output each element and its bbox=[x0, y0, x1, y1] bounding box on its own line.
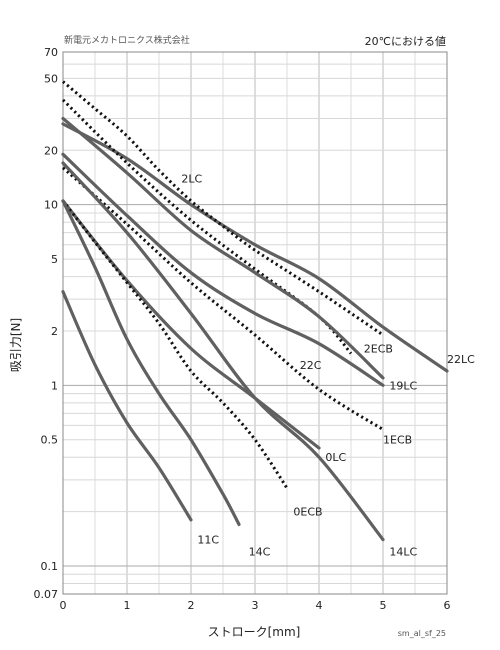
x-tick-label: 4 bbox=[316, 599, 323, 612]
series-22lc-line bbox=[61, 122, 449, 373]
y-tick-label: 1 bbox=[51, 379, 58, 392]
series-22c-label: 22C bbox=[300, 359, 322, 372]
series-11c-line bbox=[61, 290, 193, 522]
series-0ecb-line bbox=[61, 199, 289, 489]
x-tick-labels: 0 1 2 3 4 5 6 bbox=[60, 599, 451, 612]
series-14lc-line bbox=[61, 161, 385, 542]
plot-border bbox=[62, 51, 448, 595]
series-2ecb-label: 2ECB bbox=[364, 342, 393, 355]
series-14lc-label: 14LC bbox=[389, 546, 417, 559]
series-2ecb-line bbox=[61, 98, 353, 355]
series-0lc-line bbox=[61, 199, 321, 450]
figure-code: sm_al_sf_25 bbox=[398, 629, 446, 638]
y-tick-label: 0.5 bbox=[41, 434, 59, 447]
series-22lc-label: 22LC bbox=[447, 353, 475, 366]
x-axis-label: ストローク[mm] bbox=[208, 625, 301, 639]
y-tick-labels: 0.07 0.1 0.5 1 2 5 10 20 50 70 bbox=[34, 46, 59, 601]
x-tick-label: 0 bbox=[60, 599, 67, 612]
series-2lc-label: 2LC bbox=[181, 172, 202, 185]
y-tick-label: 70 bbox=[44, 46, 58, 59]
series-14c-line bbox=[61, 199, 241, 526]
x-tick-label: 5 bbox=[380, 599, 387, 612]
company-label: 新電元メカトロニクス株式会社 bbox=[64, 34, 190, 46]
y-axis-label: 吸引力[N] bbox=[9, 318, 23, 372]
y-tick-label: 0.1 bbox=[41, 560, 59, 573]
series-2lc-line bbox=[62, 80, 384, 337]
plot-frame bbox=[62, 51, 448, 595]
series-0lc-label: 0LC bbox=[325, 451, 346, 464]
series-22c-line bbox=[61, 152, 385, 387]
y-tick-label: 50 bbox=[44, 72, 58, 85]
series-1ecb-label: 1ECB bbox=[383, 434, 412, 447]
y-tick-label: 0.07 bbox=[34, 588, 59, 601]
y-tick-label: 5 bbox=[51, 253, 58, 266]
series-11c-label: 11C bbox=[197, 534, 219, 547]
series-14c-label: 14C bbox=[249, 546, 271, 559]
y-tick-label: 10 bbox=[44, 199, 58, 212]
y-tick-label: 2 bbox=[51, 325, 58, 338]
series-0ecb-label: 0ECB bbox=[293, 506, 322, 519]
series-labels: 22LC 2LC 2ECB 19LC 22C 1ECB 0LC 14LC 0ECB 14C 11C bbox=[181, 172, 475, 558]
y-tick-label: 20 bbox=[44, 144, 58, 157]
series-19lc-label: 19LC bbox=[389, 379, 417, 392]
x-tick-label: 2 bbox=[188, 599, 195, 612]
series-layer bbox=[61, 80, 449, 542]
x-tick-label: 6 bbox=[444, 599, 451, 612]
condition-label: 20℃における値 bbox=[365, 35, 446, 48]
x-tick-label: 1 bbox=[124, 599, 131, 612]
series-1ecb-line bbox=[62, 166, 384, 431]
x-tick-label: 3 bbox=[252, 599, 259, 612]
series-19lc-line bbox=[61, 116, 385, 380]
